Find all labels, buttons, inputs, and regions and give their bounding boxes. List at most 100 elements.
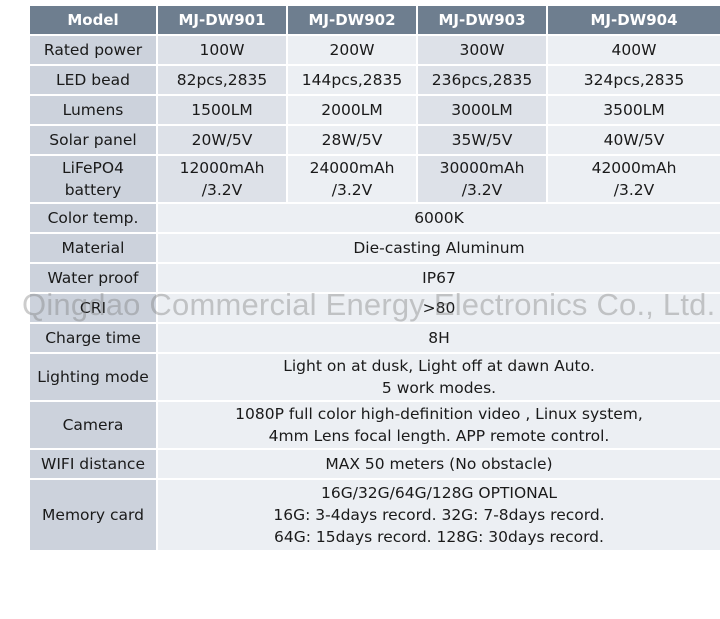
cri-label: CRI [30,294,156,322]
header-mj-dw903: MJ-DW903 [418,6,546,34]
row-cri: CRI >80 [30,294,720,322]
cell-line: LED bead [55,71,130,89]
water-proof-value: IP67 [158,264,720,292]
cell-line: 12000mAh [179,159,265,177]
row-led-bead: LED bead 82pcs,2835 144pcs,2835 236pcs,2835… [30,66,720,94]
cell-line: 3500LM [603,101,665,119]
cell-line: 64G: 15days record. 128G: 30days record. [274,528,604,546]
row-lumens: Lumens 1500LM 2000LM 3000LM 3500LM [30,96,720,124]
camera-label: Camera [30,402,156,448]
cell-line: CRI [79,299,107,317]
cell-line: 40W/5V [603,131,665,149]
row-water-proof: Water proof IP67 [30,264,720,292]
cell-line: LiFePO4 [62,159,124,177]
charge-time-value: 8H [158,324,720,352]
cell-line: Solar panel [49,131,137,149]
material-label: Material [30,234,156,262]
cell-line: 3000LM [451,101,513,119]
material-value: Die-casting Aluminum [158,234,720,262]
lifepo4-battery-value-3: 30000mAh/3.2V [418,156,546,202]
cell-line: Camera [62,416,124,434]
cell-line: 16G: 3-4days record. 32G: 7-8days record… [273,506,605,524]
led-bead-value-1: 82pcs,2835 [158,66,286,94]
charge-time-label: Charge time [30,324,156,352]
cell-line: 30000mAh [439,159,525,177]
cell-line: 82pcs,2835 [176,71,268,89]
cell-line: Material [61,239,125,257]
lifepo4-battery-value-2: 24000mAh/3.2V [288,156,416,202]
solar-panel-value-1: 20W/5V [158,126,286,154]
memory-card-value: 16G/32G/64G/128G OPTIONAL 16G: 3-4days re… [158,480,720,550]
lumens-value-4: 3500LM [548,96,720,124]
row-lifepo4-battery: LiFePO4 battery 12000mAh/3.2V 24000mAh/3.2V… [30,156,720,202]
cell-line: Die-casting Aluminum [353,239,525,257]
solar-panel-value-2: 28W/5V [288,126,416,154]
cell-line: 24000mAh [309,159,395,177]
lifepo4-battery-value-4: 42000mAh/3.2V [548,156,720,202]
cell-line: 236pcs,2835 [431,71,533,89]
cell-line: 16G/32G/64G/128G OPTIONAL [320,484,557,502]
lifepo4-battery-label: LiFePO4 battery [30,156,156,202]
row-wifi-distance: WIFI distance MAX 50 meters (No obstacle) [30,450,720,478]
row-charge-time: Charge time 8H [30,324,720,352]
cell-line: Charge time [45,329,141,347]
color-temp-value: 6000K [158,204,720,232]
row-camera: Camera 1080P full color high-definition v… [30,402,720,448]
cell-line: 6000K [414,209,464,227]
cell-line: 144pcs,2835 [301,71,403,89]
header-model: Model [30,6,156,34]
lumens-value-1: 1500LM [158,96,286,124]
row-solar-panel: Solar panel 20W/5V 28W/5V 35W/5V 40W/5V [30,126,720,154]
header-mj-dw901: MJ-DW901 [158,6,286,34]
rated-power-value-2: 200W [288,36,416,64]
cell-line: IP67 [422,269,456,287]
row-lighting-mode: Lighting mode Light on at dusk, Light off… [30,354,720,400]
led-bead-label: LED bead [30,66,156,94]
cell-line: Lighting mode [37,368,149,386]
cell-line: 28W/5V [321,131,383,149]
lumens-value-3: 3000LM [418,96,546,124]
cell-line: 100W [199,41,245,59]
memory-card-label: Memory card [30,480,156,550]
cell-line: Rated power [43,41,143,59]
rated-power-label: Rated power [30,36,156,64]
header-row: Model MJ-DW901 MJ-DW902 MJ-DW903 MJ-DW90… [30,6,720,34]
lighting-mode-value: Light on at dusk, Light off at dawn Auto… [158,354,720,400]
cell-line: 5 work modes. [381,379,497,397]
led-bead-value-3: 236pcs,2835 [418,66,546,94]
cell-line: 20W/5V [191,131,253,149]
cell-line: 1500LM [191,101,253,119]
cell-line: 35W/5V [451,131,513,149]
lumens-label: Lumens [30,96,156,124]
solar-panel-value-3: 35W/5V [418,126,546,154]
cell-line: /3.2V [331,181,373,199]
row-memory-card: Memory card 16G/32G/64G/128G OPTIONAL 16G:… [30,480,720,550]
row-color-temp: Color temp. 6000K [30,204,720,232]
row-rated-power: Rated power 100W 200W 300W 400W [30,36,720,64]
cell-line: 300W [459,41,505,59]
color-temp-label: Color temp. [30,204,156,232]
cri-value: >80 [158,294,720,322]
wifi-distance-value: MAX 50 meters (No obstacle) [158,450,720,478]
cell-line: 200W [329,41,375,59]
cell-line: Lumens [62,101,124,119]
led-bead-value-4: 324pcs,2835 [548,66,720,94]
cell-line: 42000mAh [591,159,677,177]
cell-line: /3.2V [613,181,655,199]
cell-line: battery [64,181,122,199]
led-bead-value-2: 144pcs,2835 [288,66,416,94]
cell-line: /3.2V [461,181,503,199]
lifepo4-battery-value-1: 12000mAh/3.2V [158,156,286,202]
rated-power-value-3: 300W [418,36,546,64]
solar-panel-value-4: 40W/5V [548,126,720,154]
cell-line: 2000LM [321,101,383,119]
spec-table: Model MJ-DW901 MJ-DW902 MJ-DW903 MJ-DW90… [28,4,720,552]
row-material: Material Die-casting Aluminum [30,234,720,262]
cell-line: MAX 50 meters (No obstacle) [325,455,553,473]
cell-line: /3.2V [201,181,243,199]
header-mj-dw902: MJ-DW902 [288,6,416,34]
cell-line: Memory card [42,506,144,524]
lumens-value-2: 2000LM [288,96,416,124]
rated-power-value-4: 400W [548,36,720,64]
lighting-mode-label: Lighting mode [30,354,156,400]
